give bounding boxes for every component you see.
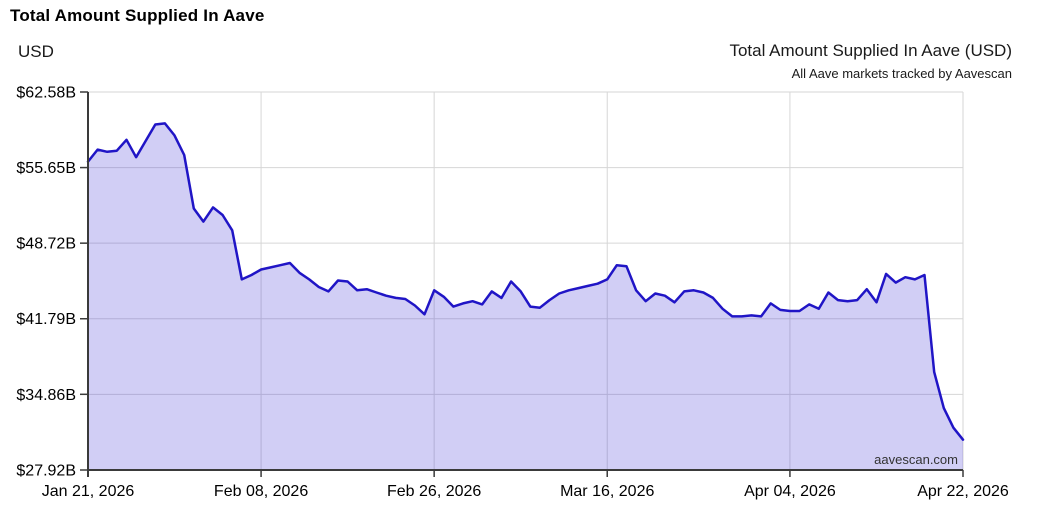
x-tick-label: Feb 08, 2026 [214,483,308,500]
y-tick-label: $34.86B [16,387,76,404]
page-title: Total Amount Supplied In Aave [10,6,265,25]
x-tick-label: Mar 16, 2026 [560,483,654,500]
watermark-text: aavescan.com [874,452,958,467]
y-tick-label: $48.72B [16,236,76,253]
x-tick-label: Feb 26, 2026 [387,483,481,500]
y-axis-unit-label: USD [18,42,54,61]
y-tick-label: $27.92B [16,463,76,480]
y-tick-label: $62.58B [16,85,76,102]
chart-subtitle: All Aave markets tracked by Aavescan [791,66,1012,81]
y-tick-label: $41.79B [16,311,76,328]
area-fill [88,123,963,471]
y-tick-label: $55.65B [16,160,76,177]
x-tick-label: Apr 04, 2026 [744,483,836,500]
x-tick-label: Jan 21, 2026 [42,483,135,500]
x-tick-label: Apr 22, 2026 [917,483,1009,500]
trend-line [86,122,965,441]
chart-title: Total Amount Supplied In Aave (USD) [729,41,1012,60]
